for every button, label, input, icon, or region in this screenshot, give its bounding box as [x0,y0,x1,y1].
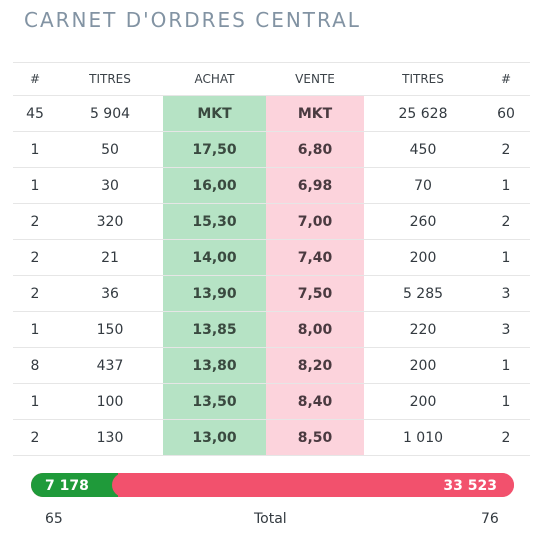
table-row: 2 320 15,30 7,00 260 2 [13,203,530,240]
buy-price-cell: 13,00 [163,419,266,456]
sell-price-cell: 6,98 [266,167,364,204]
sell-count-cell: 1 [482,239,530,276]
header-sell-count: # [482,62,530,96]
buy-count-cell: 45 [13,95,57,132]
sell-price-cell: 8,50 [266,419,364,456]
buy-price-cell: 14,00 [163,239,266,276]
buy-total-count: 65 [45,511,63,527]
sell-count-cell: 60 [482,95,530,132]
table-row: 2 36 13,90 7,50 5 285 3 [13,275,530,312]
sell-total-count: 76 [481,511,499,527]
sell-qty-cell: 70 [364,167,482,204]
sell-count-cell: 1 [482,347,530,384]
buy-count-cell: 8 [13,347,57,384]
sell-qty-cell: 200 [364,239,482,276]
sell-qty-cell: 200 [364,383,482,420]
sell-count-cell: 1 [482,383,530,420]
sell-count-cell: 3 [482,311,530,348]
table-header-row: # TITRES ACHAT VENTE TITRES # [13,62,530,96]
buy-qty-cell: 5 904 [57,95,163,132]
buy-price-cell: 16,00 [163,167,266,204]
sell-qty-cell: 220 [364,311,482,348]
sell-qty-cell: 25 628 [364,95,482,132]
table-row: 8 437 13,80 8,20 200 1 [13,347,530,384]
buy-count-cell: 2 [13,275,57,312]
buy-qty-cell: 150 [57,311,163,348]
sell-price-cell: MKT [266,95,364,132]
sell-qty-cell: 1 010 [364,419,482,456]
buy-count-cell: 1 [13,311,57,348]
buy-count-cell: 2 [13,419,57,456]
buy-price-cell: 13,85 [163,311,266,348]
table-row: 1 50 17,50 6,80 450 2 [13,131,530,168]
order-book-table: # TITRES ACHAT VENTE TITRES # 45 5 904 MKT… [13,62,530,456]
table-row: 45 5 904 MKT MKT 25 628 60 [13,95,530,132]
buy-qty-cell: 21 [57,239,163,276]
buy-volume-segment [31,473,118,497]
buy-count-cell: 1 [13,383,57,420]
buy-qty-cell: 36 [57,275,163,312]
sell-volume-segment [111,473,514,497]
sell-price-cell: 8,40 [266,383,364,420]
header-sell-qty: TITRES [364,62,482,96]
table-row: 1 100 13,50 8,40 200 1 [13,383,530,420]
sell-price-cell: 8,20 [266,347,364,384]
table-row: 2 21 14,00 7,40 200 1 [13,239,530,276]
sell-count-cell: 2 [482,131,530,168]
buy-count-cell: 2 [13,239,57,276]
header-buy-count: # [13,62,57,96]
buy-qty-cell: 130 [57,419,163,456]
buy-qty-cell: 437 [57,347,163,384]
sell-qty-cell: 5 285 [364,275,482,312]
header-buy-qty: TITRES [57,62,163,96]
buy-qty-cell: 100 [57,383,163,420]
buy-total-qty: 7 178 [45,478,89,494]
buy-count-cell: 2 [13,203,57,240]
buy-price-cell: 13,50 [163,383,266,420]
buy-qty-cell: 50 [57,131,163,168]
buy-count-cell: 1 [13,131,57,168]
sell-price-cell: 8,00 [266,311,364,348]
sell-qty-cell: 200 [364,347,482,384]
buy-price-cell: 17,50 [163,131,266,168]
sell-total-qty: 33 523 [443,478,497,494]
table-row: 1 30 16,00 6,98 70 1 [13,167,530,204]
header-buy-price: ACHAT [163,62,266,96]
sell-count-cell: 2 [482,419,530,456]
buy-price-cell: 13,80 [163,347,266,384]
buy-count-cell: 1 [13,167,57,204]
sell-count-cell: 2 [482,203,530,240]
total-label: Total [254,511,287,527]
buy-price-cell: MKT [163,95,266,132]
sell-price-cell: 7,40 [266,239,364,276]
sell-qty-cell: 260 [364,203,482,240]
sell-qty-cell: 450 [364,131,482,168]
buy-qty-cell: 30 [57,167,163,204]
sell-count-cell: 1 [482,167,530,204]
buy-price-cell: 15,30 [163,203,266,240]
sell-price-cell: 7,50 [266,275,364,312]
table-row: 2 130 13,00 8,50 1 010 2 [13,419,530,456]
table-row: 1 150 13,85 8,00 220 3 [13,311,530,348]
page-title: CARNET D'ORDRES CENTRAL [24,8,361,32]
sell-price-cell: 7,00 [266,203,364,240]
header-sell-price: VENTE [266,62,364,96]
buy-price-cell: 13,90 [163,275,266,312]
buy-qty-cell: 320 [57,203,163,240]
sell-count-cell: 3 [482,275,530,312]
sell-price-cell: 6,80 [266,131,364,168]
volume-balance-bar [31,473,514,497]
